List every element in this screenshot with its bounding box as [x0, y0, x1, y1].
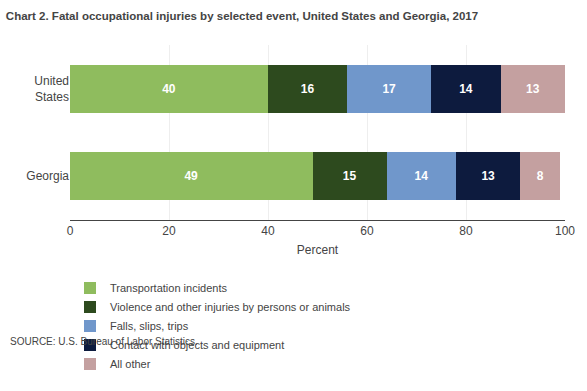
svg-text:SOURCE: U.S. Bureau of Labor S: SOURCE: U.S. Bureau of Labor Statistics.: [10, 336, 198, 347]
svg-text:14: 14: [415, 169, 429, 183]
svg-text:100: 100: [555, 224, 575, 238]
svg-text:49: 49: [184, 169, 198, 183]
svg-text:Chart 2. Fatal occupational in: Chart 2. Fatal occupational injuries by …: [6, 10, 478, 22]
svg-text:40: 40: [261, 224, 275, 238]
svg-text:Falls, slips, trips: Falls, slips, trips: [110, 320, 189, 332]
svg-text:13: 13: [481, 169, 495, 183]
svg-text:8: 8: [537, 169, 544, 183]
svg-text:Percent: Percent: [297, 243, 339, 257]
svg-text:Contact with objects and equip: Contact with objects and equipment: [110, 339, 284, 351]
svg-text:20: 20: [162, 224, 176, 238]
svg-text:16: 16: [301, 82, 315, 96]
svg-text:All other: All other: [110, 358, 151, 370]
svg-text:0: 0: [67, 224, 74, 238]
svg-text:14: 14: [459, 82, 473, 96]
svg-text:13: 13: [526, 82, 540, 96]
svg-text:60: 60: [360, 224, 374, 238]
svg-text:Georgia: Georgia: [26, 169, 69, 183]
svg-text:UnitedStates: UnitedStates: [34, 74, 69, 104]
svg-text:17: 17: [382, 82, 396, 96]
svg-text:Violence and other injuries by: Violence and other injuries by persons o…: [110, 301, 351, 313]
svg-text:15: 15: [343, 169, 357, 183]
svg-text:40: 40: [162, 82, 176, 96]
svg-text:80: 80: [459, 224, 473, 238]
svg-text:Transportation incidents: Transportation incidents: [110, 282, 227, 294]
